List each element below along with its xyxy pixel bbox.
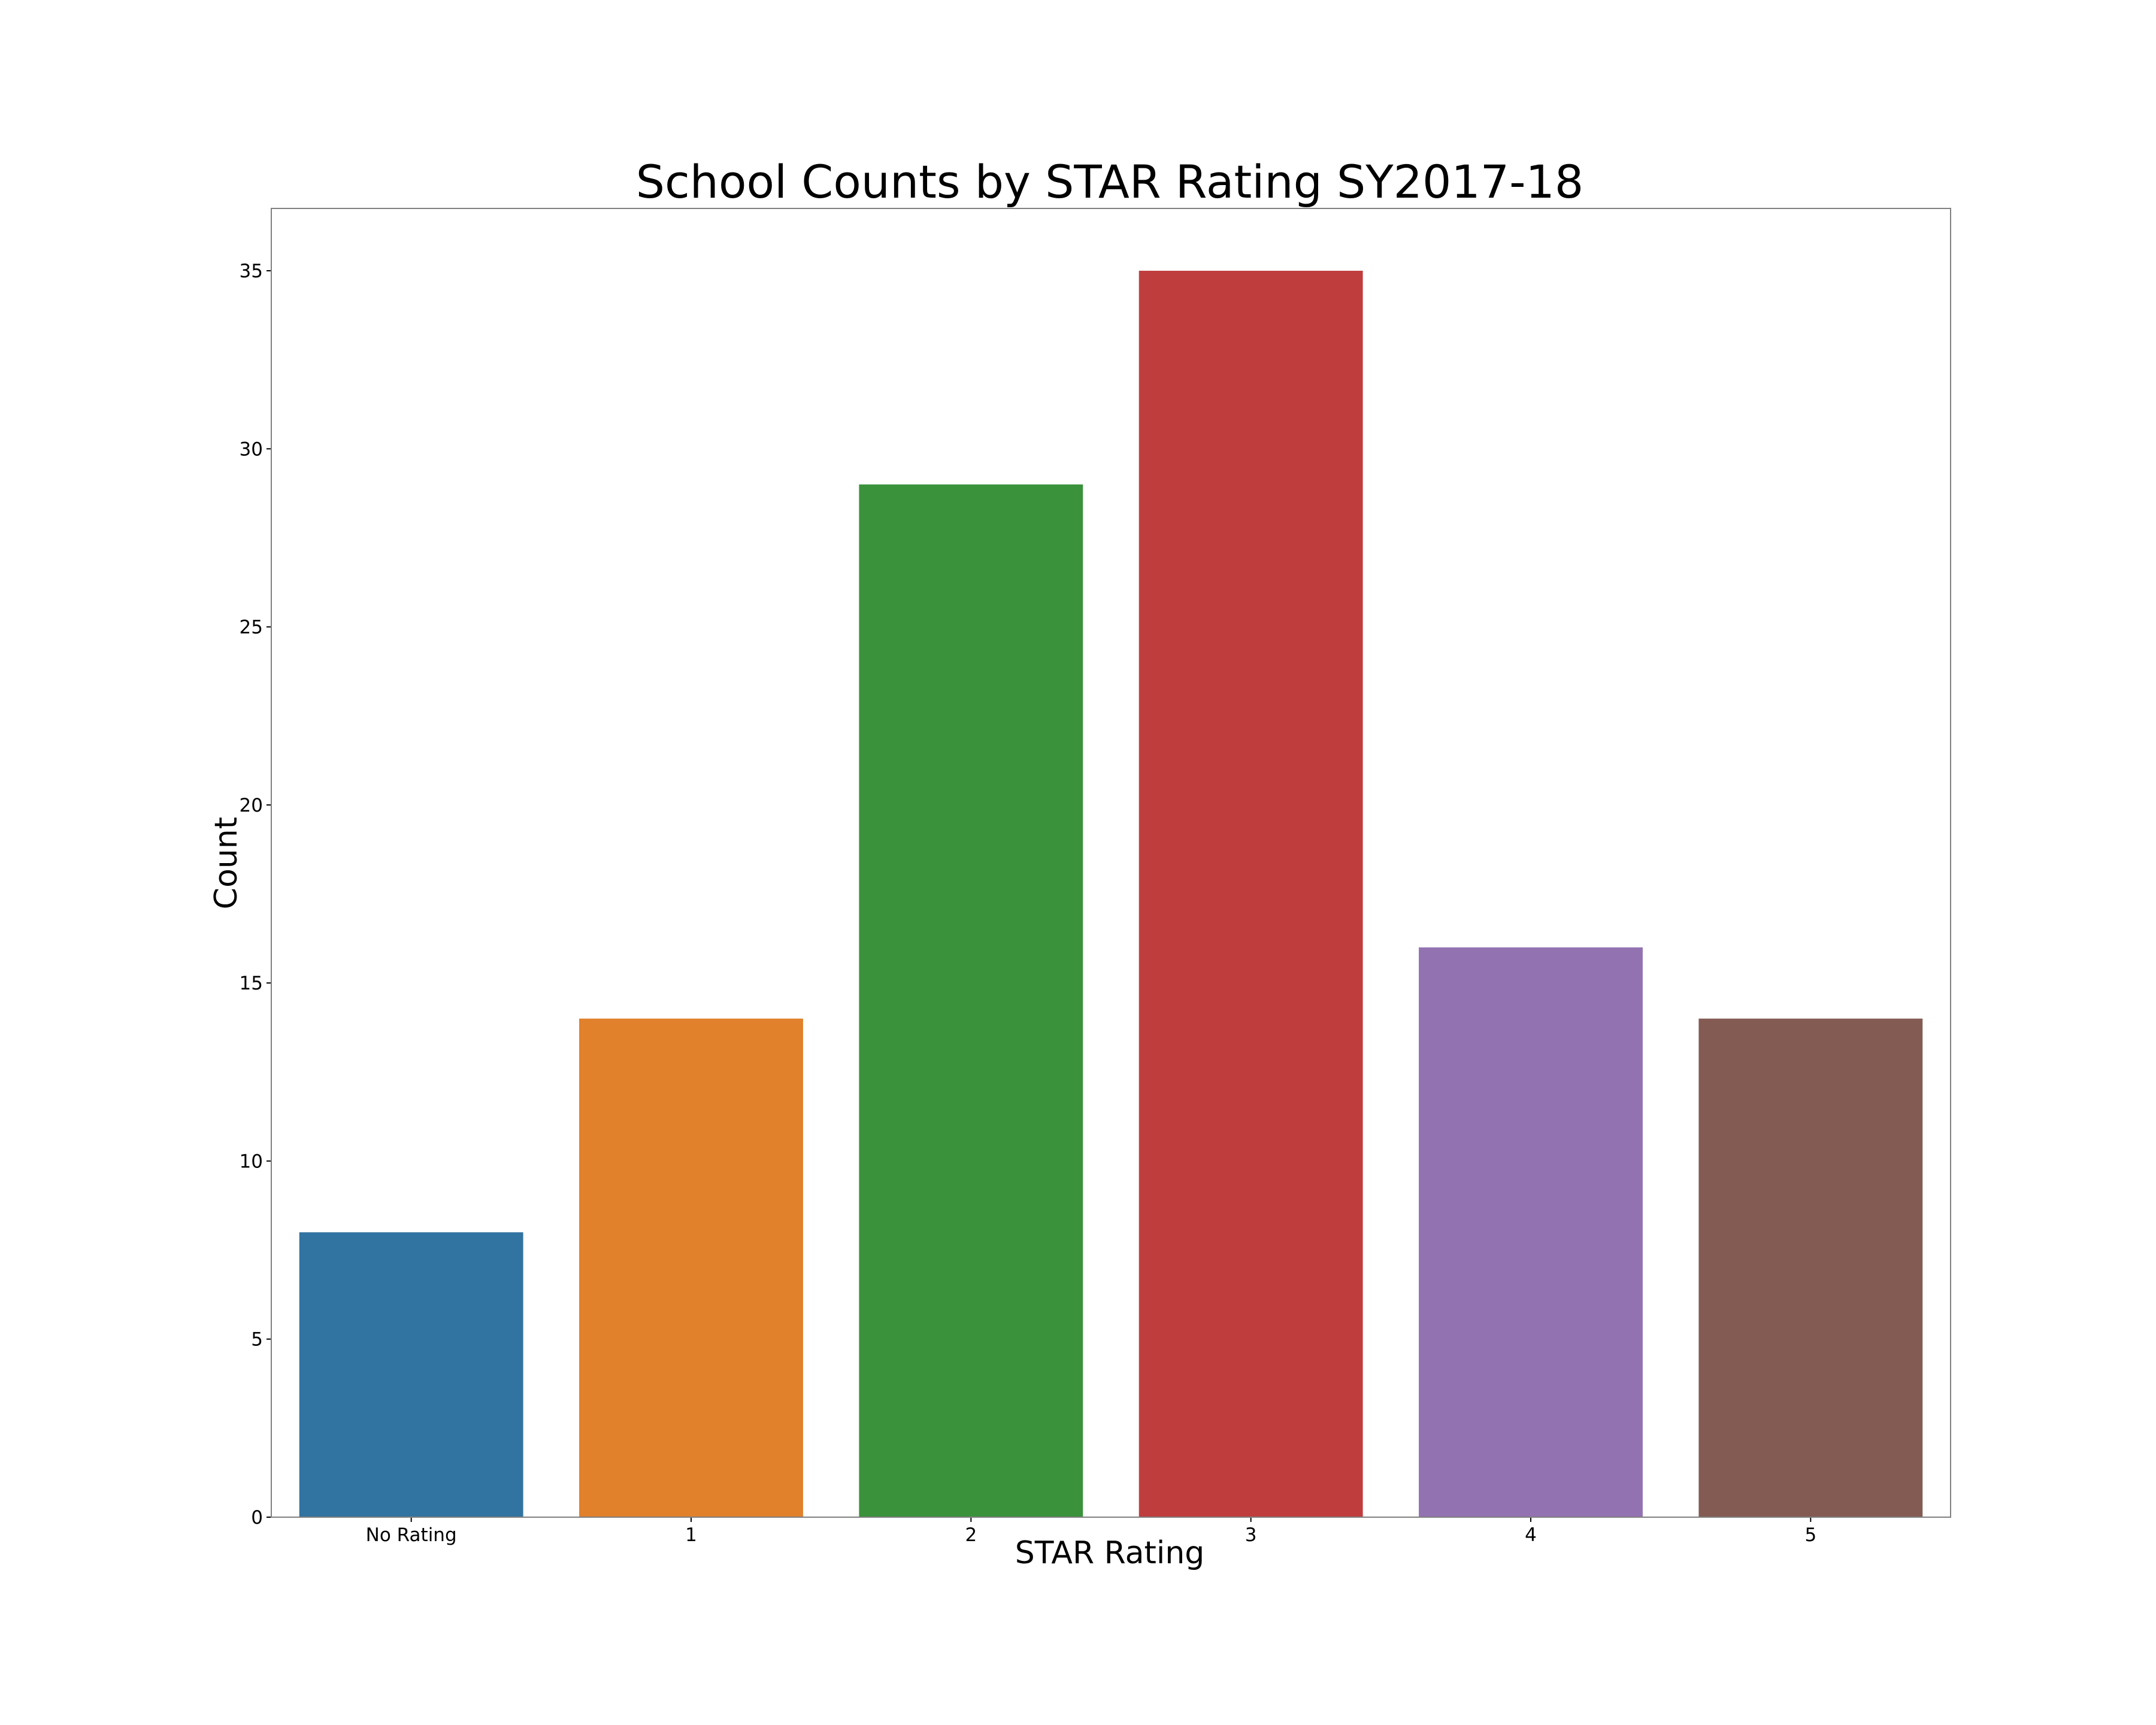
bar-4 bbox=[1419, 947, 1643, 1517]
bar-3 bbox=[1138, 271, 1363, 1517]
x-tick-label: No Rating bbox=[366, 1524, 457, 1546]
chart-title: School Counts by STAR Rating SY2017-18 bbox=[636, 155, 1583, 208]
x-tick-label: 3 bbox=[1245, 1524, 1257, 1546]
bars-layer bbox=[299, 271, 1923, 1518]
y-tick-label: 15 bbox=[240, 973, 263, 994]
x-axis-label: STAR Rating bbox=[1015, 1535, 1205, 1571]
x-tick-label: 4 bbox=[1525, 1524, 1537, 1546]
bar-2 bbox=[859, 484, 1083, 1518]
y-tick-label: 35 bbox=[240, 261, 263, 282]
y-tick-label: 0 bbox=[251, 1507, 263, 1529]
y-tick-label: 30 bbox=[240, 438, 263, 460]
bar-no-rating bbox=[299, 1232, 523, 1517]
x-tick-label: 1 bbox=[685, 1524, 697, 1546]
bar-1 bbox=[579, 1018, 803, 1517]
y-tick-label: 10 bbox=[240, 1151, 263, 1172]
x-tick-label: 2 bbox=[965, 1524, 977, 1546]
plot-frame bbox=[271, 208, 1951, 1518]
y-tick-label: 5 bbox=[251, 1329, 263, 1351]
y-tick-label: 20 bbox=[240, 795, 263, 816]
bar-5 bbox=[1698, 1018, 1923, 1517]
y-tick-label: 25 bbox=[240, 617, 263, 638]
y-axis-label: Count bbox=[208, 817, 244, 909]
y-axis-ticks: 0 5 10 15 20 25 30 35 bbox=[240, 261, 271, 1529]
x-tick-label: 5 bbox=[1804, 1524, 1816, 1546]
x-axis-ticks: No Rating 1 2 3 4 5 bbox=[366, 1517, 1816, 1546]
